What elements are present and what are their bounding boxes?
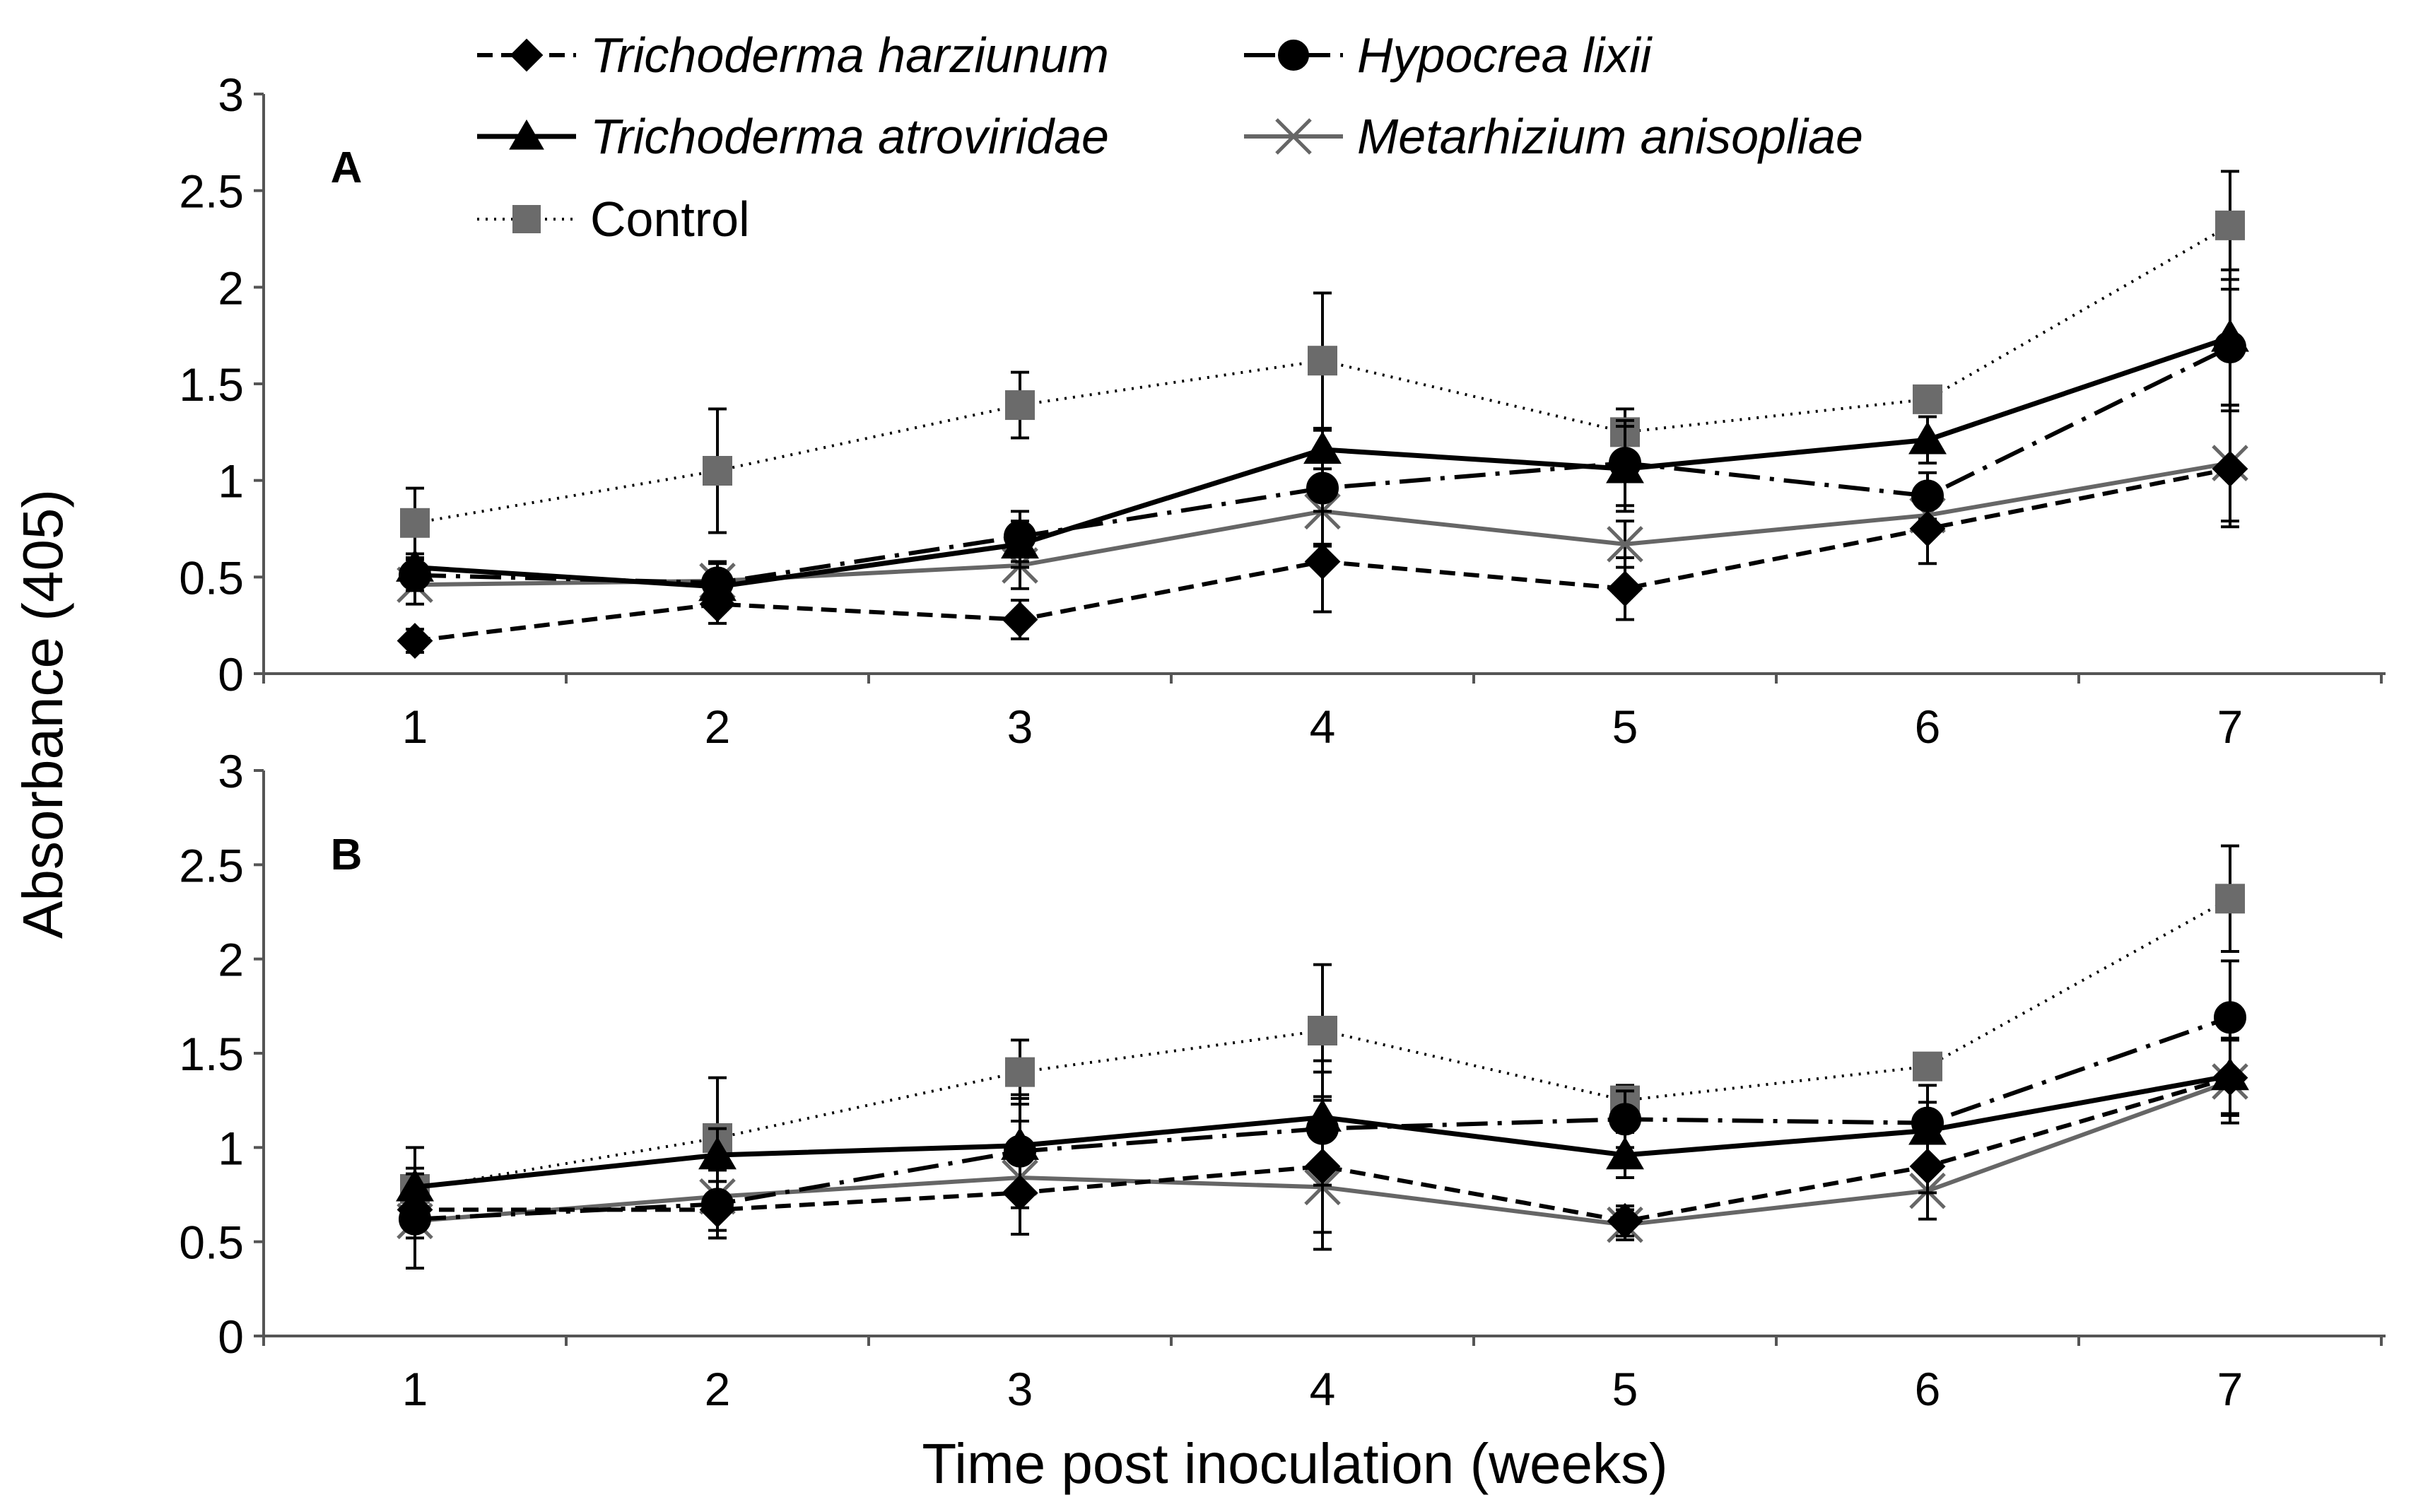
x-tick-label: 3 [1007, 1363, 1033, 1415]
y-tick-label: 1.5 [179, 1028, 244, 1080]
legend-label: Control [590, 192, 750, 247]
x-tick-label: 5 [1612, 1363, 1638, 1415]
y-axis-label: Absorbance (405) [11, 489, 74, 939]
data-point [698, 1137, 737, 1170]
data-point [396, 549, 434, 582]
legend-label: Trichoderma atroviridae [590, 109, 1109, 164]
data-point [1908, 1112, 1947, 1145]
data-point [1607, 570, 1643, 607]
data-point [1609, 1103, 1641, 1136]
x-tick-label: 7 [2217, 701, 2243, 753]
data-point [1911, 479, 1944, 512]
y-tick-label: 2.5 [179, 839, 244, 891]
data-point [397, 623, 433, 659]
data-point [1607, 526, 1643, 563]
legend-marker [1278, 40, 1309, 71]
data-point [1002, 602, 1038, 638]
data-point [1303, 1098, 1342, 1132]
legend-label: Metarhizium anisopliae [1357, 109, 1863, 164]
y-tick-label: 0.5 [179, 1217, 244, 1269]
data-point [399, 1202, 431, 1236]
x-tick-label: 4 [1310, 1363, 1336, 1415]
data-point [1304, 544, 1341, 580]
data-point [1308, 1016, 1337, 1045]
x-tick-label: 5 [1612, 701, 1638, 753]
y-tick-label: 2.5 [179, 165, 244, 218]
data-point [1001, 525, 1039, 559]
data-point [1606, 1137, 1644, 1170]
series-ta [396, 268, 2249, 604]
panel-a: 0 0.5 1 1.5 2 2.5 3 1 2 3 4 5 6 7 A [179, 69, 2386, 753]
panel-b: 0 0.5 1 1.5 2 2.5 3 1 2 3 4 5 6 7 B [179, 745, 2386, 1415]
x-tick-label: 3 [1007, 701, 1033, 753]
x-tick-label: 1 [402, 1363, 428, 1415]
data-point [396, 1168, 434, 1202]
x-tick-label: 6 [1915, 1363, 1941, 1415]
data-point [1001, 1127, 1039, 1160]
data-point [1308, 346, 1337, 376]
legend: Trichoderma harziunum Hypocrea lixii Trich… [477, 28, 1863, 247]
legend-marker [512, 205, 541, 233]
data-point [1606, 450, 1644, 484]
data-point [1913, 1051, 1942, 1082]
data-point [2211, 1057, 2249, 1091]
y-tick-label: 1 [218, 455, 244, 508]
series-th [397, 409, 2248, 659]
data-point [1908, 421, 1947, 455]
data-point [703, 456, 732, 486]
x-tick-label: 4 [1310, 701, 1336, 753]
legend-item-hl: Hypocrea lixii [1244, 28, 1653, 83]
data-point [2214, 1001, 2246, 1034]
legend-item-ma: Metarhizium anisopliae [1244, 109, 1863, 164]
data-point [701, 1188, 734, 1221]
data-point [2212, 450, 2248, 487]
legend-marker [510, 38, 544, 72]
legend-marker [509, 119, 544, 150]
legend-label: Hypocrea lixii [1357, 28, 1653, 83]
legend-item-th: Trichoderma harziunum [477, 28, 1109, 83]
x-tick-label: 6 [1915, 701, 1941, 753]
legend-marker [1275, 118, 1312, 155]
y-tick-label: 3 [218, 745, 244, 797]
y-tick-label: 0 [218, 1311, 244, 1363]
data-point [2215, 210, 2245, 240]
data-point [2211, 319, 2249, 352]
y-tick-label: 0 [218, 648, 244, 701]
panels: 0 0.5 1 1.5 2 2.5 3 1 2 3 4 5 6 7 A 0 0.5 1 1.5 2 2.5 3 1 2 3 4 5 6… [179, 69, 2386, 1415]
y-tick-label: 1 [218, 1122, 244, 1174]
data-point [698, 568, 737, 602]
legend-item-ta: Trichoderma atroviridae [477, 109, 1109, 164]
y-tick-label: 2 [218, 262, 244, 314]
y-tick-label: 3 [218, 69, 244, 121]
data-point [1306, 471, 1339, 505]
data-point [1607, 1202, 1643, 1239]
x-tick-label: 1 [402, 701, 428, 753]
series-ta [396, 1036, 2249, 1207]
data-point [2215, 884, 2245, 914]
legend-label: Trichoderma harziunum [590, 28, 1109, 83]
data-point [1005, 390, 1035, 421]
data-point [1005, 1057, 1035, 1087]
panel-label: A [331, 143, 363, 192]
legend-item-co: Control [477, 192, 750, 247]
x-tick-label: 7 [2217, 1363, 2243, 1415]
y-tick-label: 2 [218, 934, 244, 986]
x-tick-label: 2 [705, 1363, 731, 1415]
data-point [1303, 430, 1342, 464]
data-point [400, 508, 430, 538]
y-tick-label: 1.5 [179, 358, 244, 411]
x-tick-label: 2 [705, 701, 731, 753]
x-axis-label: Time post inoculation (weeks) [922, 1432, 1667, 1495]
data-point [1913, 384, 1942, 414]
panel-label: B [331, 831, 363, 879]
y-tick-label: 0.5 [179, 551, 244, 604]
